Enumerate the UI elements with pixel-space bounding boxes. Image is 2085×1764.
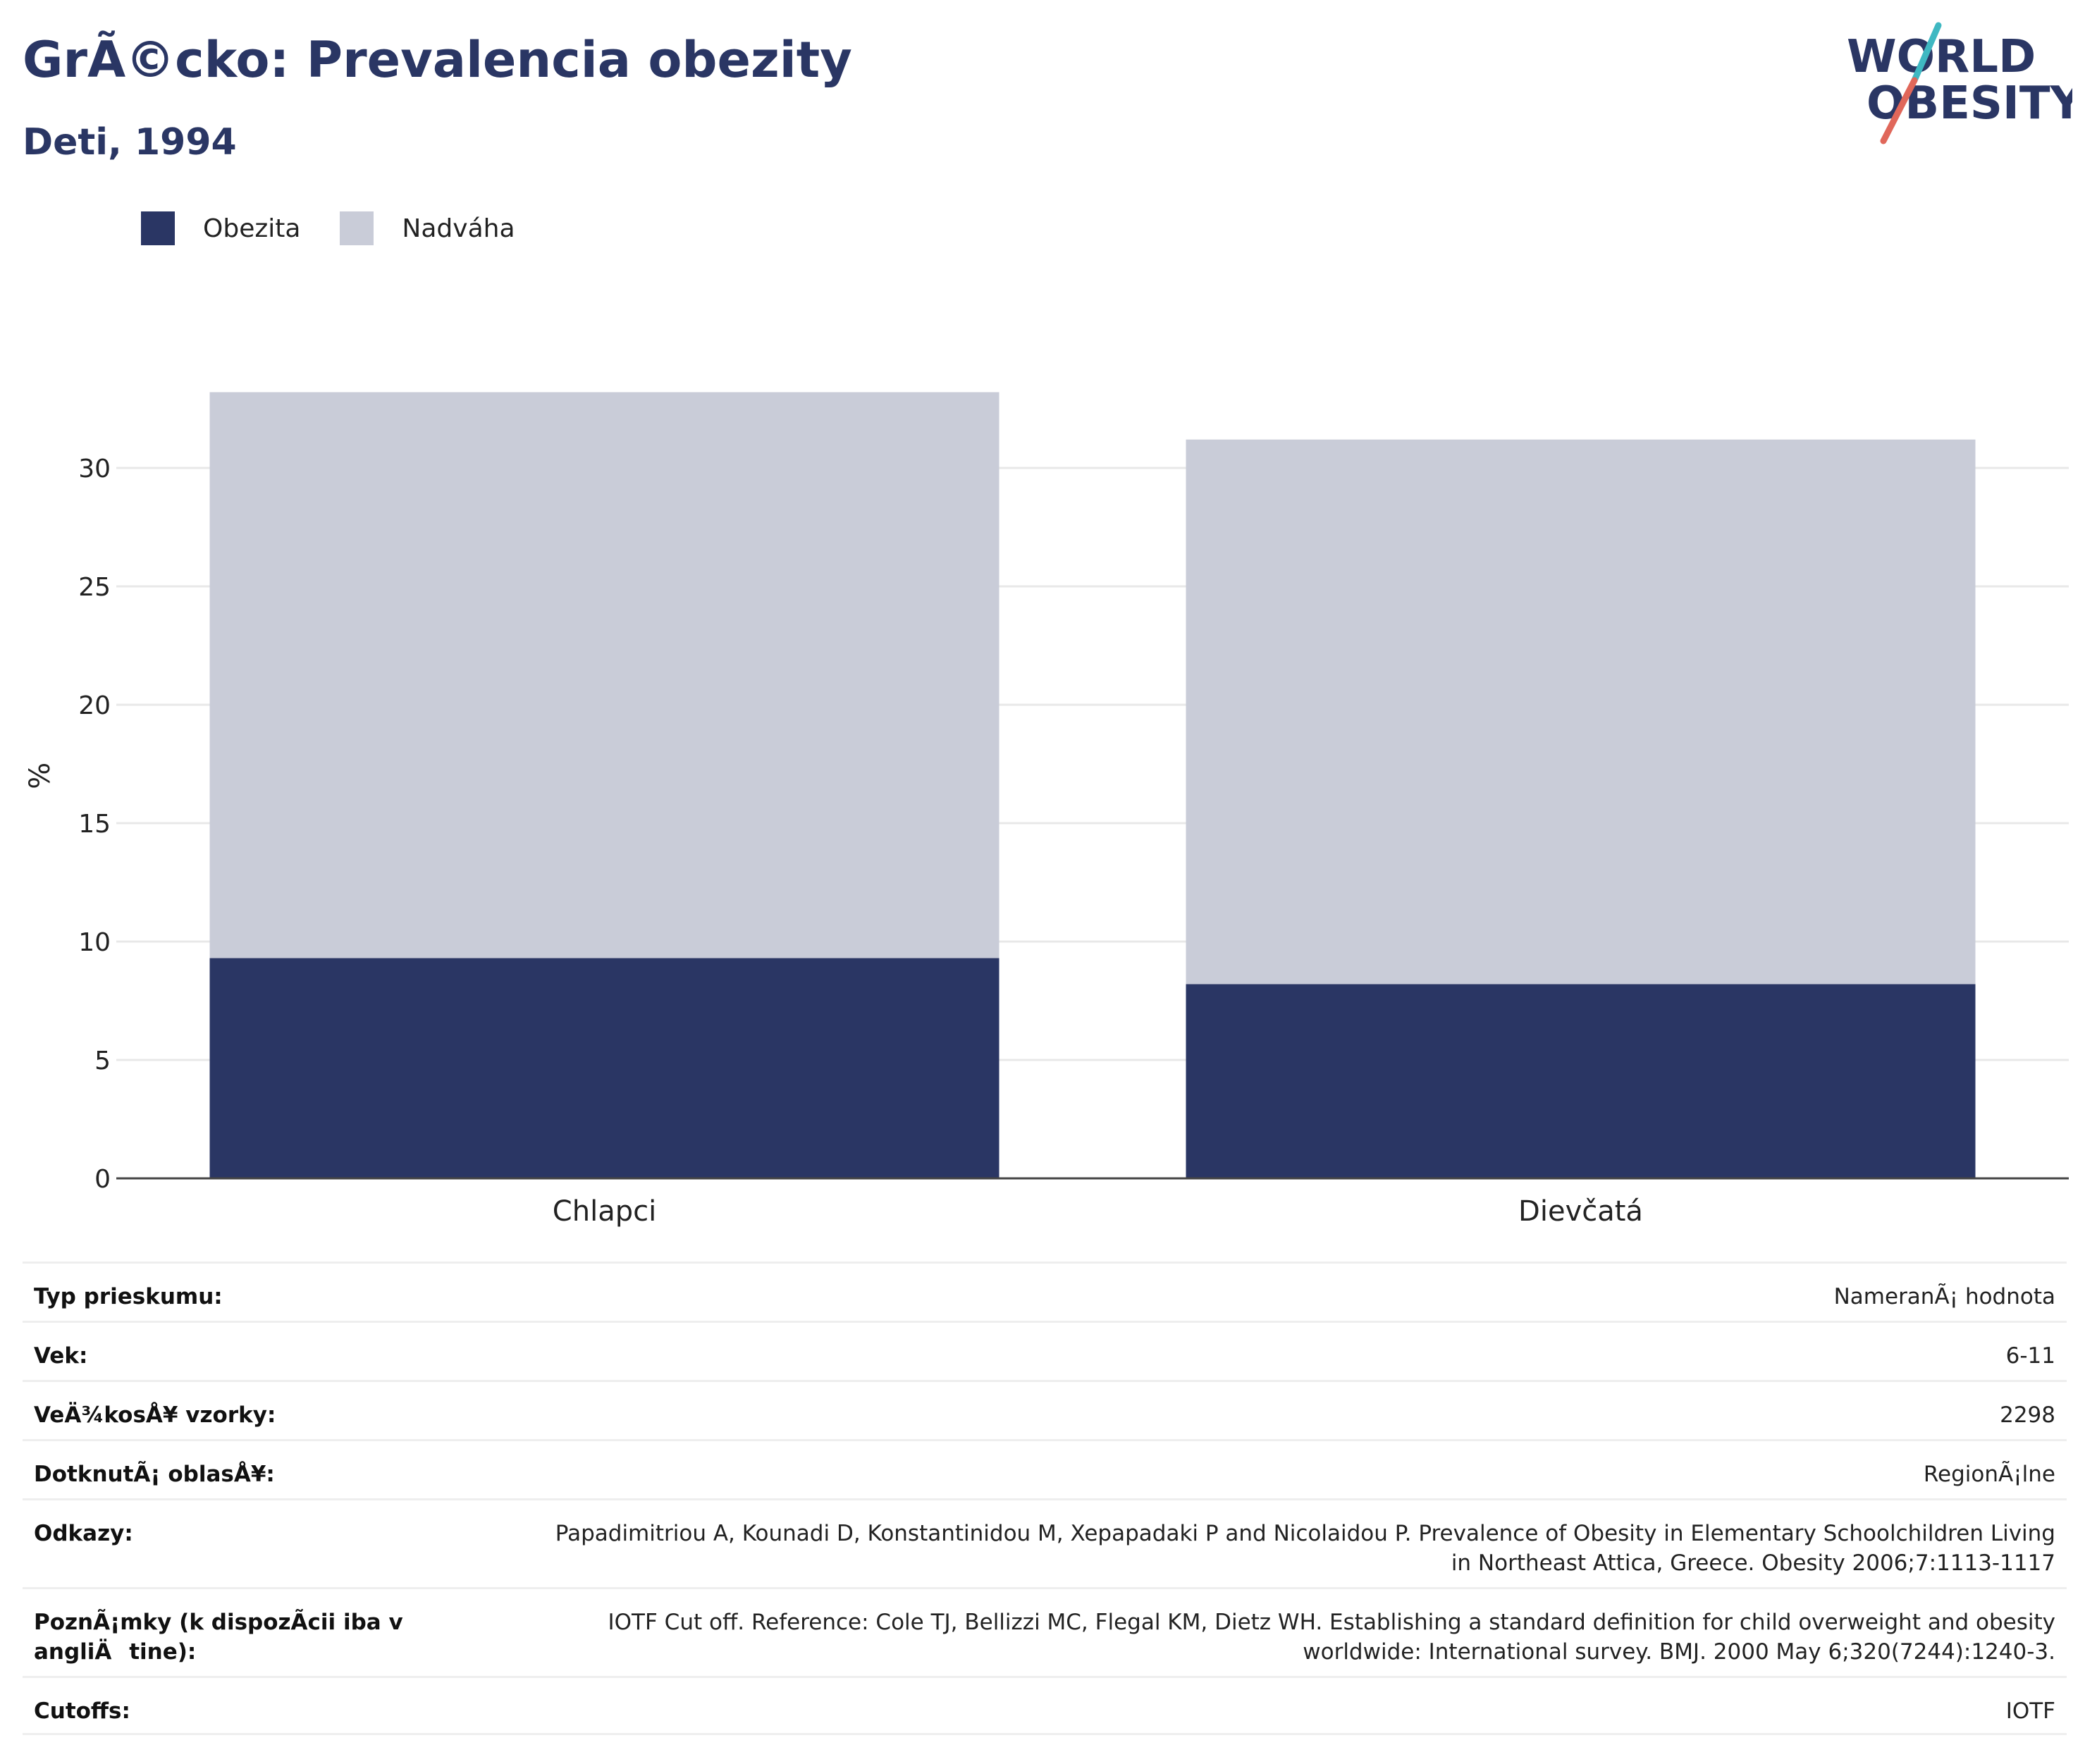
y-axis-title: % (24, 763, 56, 789)
info-row: Typ prieskumu: NameranÃ¡ hodnota (23, 1262, 2067, 1321)
bar-chlapci-nadváha (209, 392, 1000, 958)
info-label: Odkazy: (34, 1521, 133, 1546)
y-tick-label: 25 (78, 573, 111, 602)
x-tick-label: Dievčatá (1518, 1195, 1643, 1228)
legend-swatch-obezita (141, 211, 175, 245)
info-row: VeÄ¾kosÅ¥ vzorky: 2298 (23, 1380, 2067, 1439)
info-value: RegionÃ¡lne (1923, 1462, 2055, 1487)
page-subtitle: Deti, 1994 (23, 121, 237, 164)
chart-legend: Obezita Nadváha (141, 209, 555, 248)
y-tick-label: 0 (94, 1165, 111, 1194)
survey-info-table: Typ prieskumu: NameranÃ¡ hodnota Vek: 6-11 V… (23, 1262, 2067, 1735)
legend-item-nadvaha[interactable]: Nadváha (340, 211, 515, 245)
logo-text-obesity: OBESITY (1866, 78, 2072, 130)
world-obesity-logo: WORLD OBESITY (1847, 22, 2072, 144)
stacked-bar-chart: 0 5 10 15 20 25 30% Chlapci Dievčatá (24, 392, 2069, 1228)
bar-dievčatá-nadváha (1186, 439, 1976, 985)
y-tick-label: 15 (78, 810, 111, 839)
legend-swatch-nadvaha (340, 211, 374, 245)
x-tick-label: Chlapci (553, 1195, 656, 1228)
info-row: Vek: 6-11 (23, 1321, 2067, 1380)
logo-text-world: WORLD (1847, 31, 2036, 83)
info-row: DotknutÃ¡ oblasÅ¥: RegionÃ¡lne (23, 1439, 2067, 1498)
y-tick-label: 10 (78, 928, 111, 957)
info-label: PoznÃ¡mky (k dispozÃ­cii iba v angliÄti… (34, 1610, 403, 1665)
info-value: Papadimitriou A, Kounadi D, Konstantinid… (555, 1521, 2055, 1576)
logo-slash-red (1880, 77, 1918, 144)
info-value: IOTF Cut off. Reference: Cole TJ, Belliz… (608, 1610, 2055, 1665)
info-value: 2298 (2000, 1402, 2055, 1428)
info-label: Typ prieskumu: (34, 1284, 223, 1309)
bar-chlapci-obezita (209, 958, 1000, 1178)
info-label: Cutoffs: (34, 1698, 130, 1724)
y-tick-label: 30 (78, 455, 111, 483)
legend-item-obezita[interactable]: Obezita (141, 211, 300, 245)
y-tick-label: 20 (78, 691, 111, 720)
info-row: Odkazy: Papadimitriou A, Kounadi D, Konst… (23, 1498, 2067, 1587)
y-tick-label: 5 (94, 1047, 111, 1075)
legend-label-nadvaha: Nadváha (402, 214, 515, 243)
page-title: GrÃ©cko: Prevalencia obezity (23, 31, 852, 89)
legend-label-obezita: Obezita (203, 214, 301, 243)
info-value: IOTF (2005, 1698, 2055, 1724)
info-row: PoznÃ¡mky (k dispozÃ­cii iba v angliÄti… (23, 1587, 2067, 1676)
info-label: VeÄ¾kosÅ¥ vzorky: (34, 1402, 276, 1428)
info-value: NameranÃ¡ hodnota (1833, 1284, 2055, 1309)
logo-slash-teal (1911, 22, 1942, 84)
info-value: 6-11 (2005, 1343, 2055, 1369)
bar-dievčatá-obezita (1186, 984, 1976, 1178)
info-row: Cutoffs: IOTF (23, 1676, 2067, 1735)
info-label: Vek: (34, 1343, 88, 1369)
info-label: DotknutÃ¡ oblasÅ¥: (34, 1462, 275, 1487)
